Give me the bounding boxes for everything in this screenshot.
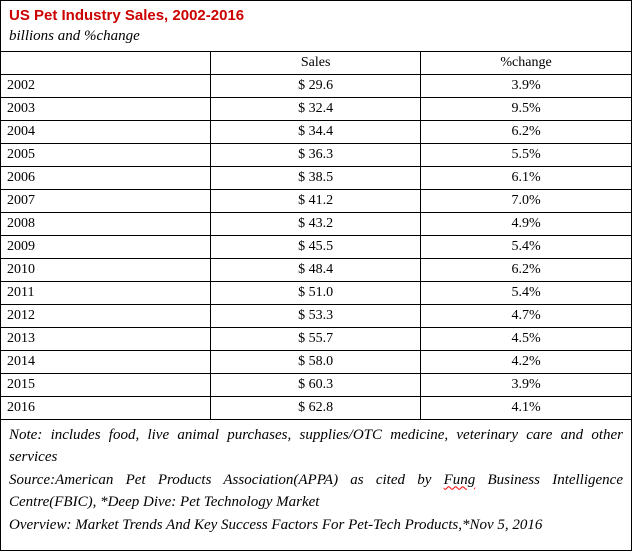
pct-change-cell: 5.5% xyxy=(420,142,631,167)
year-cell: 2016 xyxy=(1,395,212,420)
table-row: 2011 $ 51.0 5.4% xyxy=(1,280,631,305)
table-row: 2009 $ 45.5 5.4% xyxy=(1,234,631,259)
year-cell: 2009 xyxy=(1,234,212,259)
pct-change-cell: 4.5% xyxy=(420,326,631,351)
table-row: 2005 $ 36.3 5.5% xyxy=(1,142,631,167)
year-cell: 2011 xyxy=(1,280,212,305)
pct-change-cell: 3.9% xyxy=(420,372,631,397)
page-subtitle: billions and %change xyxy=(9,28,140,45)
table-row: 2002 $ 29.6 3.9% xyxy=(1,73,631,98)
pct-change-cell: 4.9% xyxy=(420,211,631,236)
pct-change-cell: 4.2% xyxy=(420,349,631,374)
note-line: Note: includes food, live animal purchas… xyxy=(9,426,623,466)
year-cell: 2007 xyxy=(1,188,212,213)
pct-change-cell: 7.0% xyxy=(420,188,631,213)
year-cell: 2014 xyxy=(1,349,212,374)
notes-block: Note: includes food, live animal purchas… xyxy=(1,420,631,541)
sales-cell: $ 51.0 xyxy=(210,280,422,305)
table-row: 2015 $ 60.3 3.9% xyxy=(1,372,631,397)
table-row: 2016 $ 62.8 4.1% xyxy=(1,395,631,420)
source-segment-2: Business Intelligence Centre(FBIC), *Dee… xyxy=(9,471,623,511)
sales-cell: $ 55.7 xyxy=(210,326,422,351)
header-sales: Sales xyxy=(210,50,422,75)
year-cell: 2013 xyxy=(1,326,212,351)
sales-cell: $ 53.3 xyxy=(210,303,422,328)
header-pct-change: %change xyxy=(420,50,631,75)
sales-cell: $ 48.4 xyxy=(210,257,422,282)
table-row: 2003 $ 32.4 9.5% xyxy=(1,96,631,121)
table-row: 2013 $ 55.7 4.5% xyxy=(1,326,631,351)
pct-change-cell: 6.2% xyxy=(420,119,631,144)
header-row: Sales %change xyxy=(1,50,631,75)
sales-cell: $ 34.4 xyxy=(210,119,422,144)
year-cell: 2006 xyxy=(1,165,212,190)
pct-change-cell: 9.5% xyxy=(420,96,631,121)
sales-cell: $ 38.5 xyxy=(210,165,422,190)
table-row: 2004 $ 34.4 6.2% xyxy=(1,119,631,144)
table-body: 2002 $ 29.6 3.9% 2003 $ 32.4 9.5% 2004 $ 34.4 6.… xyxy=(1,73,631,420)
sales-cell: $ 60.3 xyxy=(210,372,422,397)
source-line: Source:American Pet Products Association… xyxy=(9,469,623,514)
year-cell: 2010 xyxy=(1,257,212,282)
pct-change-cell: 5.4% xyxy=(420,234,631,259)
overview-line: Overview: Market Trends And Key Success … xyxy=(9,516,543,533)
year-cell: 2015 xyxy=(1,372,212,397)
sales-cell: $ 41.2 xyxy=(210,188,422,213)
pct-change-cell: 4.7% xyxy=(420,303,631,328)
year-cell: 2012 xyxy=(1,303,212,328)
pct-change-cell: 4.1% xyxy=(420,395,631,420)
header-year xyxy=(1,50,212,75)
source-segment-1: Source:American Pet Products Association… xyxy=(9,471,444,488)
title-block: US Pet Industry Sales, 2002-2016 billion… xyxy=(1,1,631,51)
year-cell: 2004 xyxy=(1,119,212,144)
sales-cell: $ 43.2 xyxy=(210,211,422,236)
table-row: 2012 $ 53.3 4.7% xyxy=(1,303,631,328)
table-row: 2007 $ 41.2 7.0% xyxy=(1,188,631,213)
source-segment-fung: Fung xyxy=(443,471,476,488)
table-row: 2006 $ 38.5 6.1% xyxy=(1,165,631,190)
year-cell: 2005 xyxy=(1,142,212,167)
sales-cell: $ 36.3 xyxy=(210,142,422,167)
sales-cell: $ 45.5 xyxy=(210,234,422,259)
page-title: US Pet Industry Sales, 2002-2016 xyxy=(9,7,245,24)
pct-change-cell: 6.2% xyxy=(420,257,631,282)
year-cell: 2003 xyxy=(1,96,212,121)
table-row: 2010 $ 48.4 6.2% xyxy=(1,257,631,282)
year-cell: 2008 xyxy=(1,211,212,236)
sales-cell: $ 62.8 xyxy=(210,395,422,420)
sales-cell: $ 32.4 xyxy=(210,96,422,121)
sales-cell: $ 58.0 xyxy=(210,349,422,374)
pct-change-cell: 5.4% xyxy=(420,280,631,305)
sales-cell: $ 29.6 xyxy=(210,73,422,98)
table-row: 2008 $ 43.2 4.9% xyxy=(1,211,631,236)
table-row: 2014 $ 58.0 4.2% xyxy=(1,349,631,374)
pct-change-cell: 6.1% xyxy=(420,165,631,190)
sales-data-table: Sales %change 2002 $ 29.6 3.9% 2003 $ 32.4 9.… xyxy=(1,50,631,420)
year-cell: 2002 xyxy=(1,73,212,98)
pct-change-cell: 3.9% xyxy=(420,73,631,98)
